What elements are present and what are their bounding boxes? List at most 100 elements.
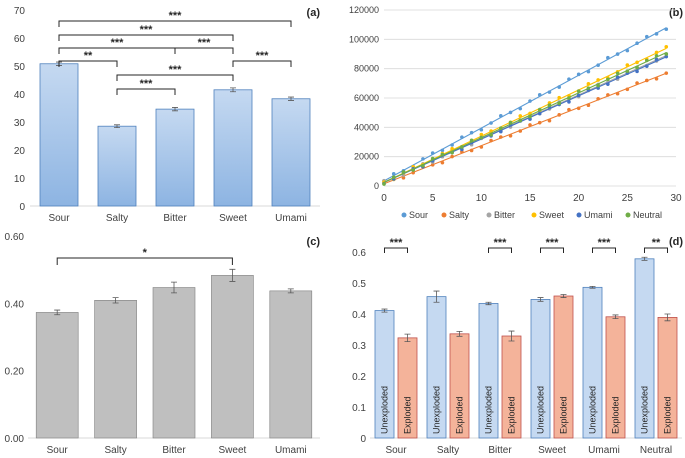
panel-b-point-sour bbox=[586, 69, 591, 74]
panel-d-error-bar bbox=[589, 286, 596, 289]
panel-b-point-salty bbox=[518, 129, 523, 133]
panel-b-point-umami bbox=[635, 69, 639, 74]
panel-b-point-umami bbox=[664, 54, 669, 59]
panel-b-point-sour bbox=[479, 127, 484, 132]
panel-b-point-neutral bbox=[645, 58, 649, 63]
panel-a-y-tick-label: 30 bbox=[14, 118, 26, 129]
panel-b-point-neutral bbox=[479, 135, 484, 140]
panel-c-error-bar bbox=[287, 288, 294, 294]
panel-d-significance-label: *** bbox=[494, 237, 508, 249]
panel-b-point-sweet bbox=[489, 129, 493, 133]
panel-b-point-umami bbox=[615, 75, 620, 80]
panel-c-error-bar bbox=[112, 297, 119, 304]
panel-b-point-neutral bbox=[586, 86, 591, 90]
panel-c-significance-bracket bbox=[56, 257, 233, 265]
panel-d-y-tick-label: 0.6 bbox=[352, 248, 366, 259]
panel-b-point-neutral bbox=[557, 101, 561, 106]
panel-d-significance-bracket bbox=[488, 247, 512, 253]
panel-b-point-salty bbox=[401, 176, 406, 180]
panel-a-significance-bracket bbox=[58, 20, 292, 27]
panel-d-grouped-bar-chart: (d) 0 0.1 0.2 0.3 0.4 0.5 0.6 Unexploded Explode… bbox=[352, 236, 683, 456]
panel-c-bar-chart: (c) 0.00 0.20 0.40 0.60 Sour Salty Bitter Sweet… bbox=[5, 232, 321, 456]
panel-a-significance-label: *** bbox=[140, 78, 154, 90]
panel-b-point-sour bbox=[440, 148, 445, 153]
panel-a-y-tick-label: 10 bbox=[14, 174, 26, 185]
panel-b-point-sour bbox=[391, 172, 396, 176]
panel-d-significance-label: ** bbox=[652, 237, 661, 249]
panel-b-trendline-sour bbox=[383, 27, 667, 182]
panel-b-point-neutral bbox=[499, 126, 503, 130]
panel-b-point-neutral bbox=[421, 163, 425, 168]
panel-b-legend-marker bbox=[441, 212, 447, 218]
panel-d-error-bar bbox=[433, 290, 440, 303]
panel-a-significance-label: *** bbox=[111, 37, 125, 49]
panel-a-significance-label: ** bbox=[84, 50, 93, 62]
panel-a-significance-label: *** bbox=[198, 37, 212, 49]
panel-b-legend-label: Bitter bbox=[494, 210, 515, 220]
panel-d-category-label: Salty bbox=[437, 445, 459, 456]
panel-b-x-tick-label: 15 bbox=[524, 193, 536, 204]
panel-d-error-bar bbox=[404, 333, 411, 342]
panel-c-label: (c) bbox=[307, 236, 321, 248]
panel-d-y-tick-label: 0 bbox=[360, 434, 366, 445]
panel-a-label: (a) bbox=[307, 7, 321, 19]
panel-b-x-tick-label: 30 bbox=[670, 193, 682, 204]
panel-c-category-label: Salty bbox=[104, 445, 126, 456]
panel-b-point-sour bbox=[430, 151, 435, 155]
panel-b-point-neutral bbox=[664, 52, 669, 56]
panel-b-point-umami bbox=[645, 64, 649, 68]
panel-a-error-bar bbox=[288, 96, 294, 101]
panel-b-point-sour bbox=[576, 72, 581, 77]
panel-b-x-tick-label: 10 bbox=[476, 193, 488, 204]
panel-d-bar-series-label: Exploded bbox=[455, 396, 465, 434]
panel-b-point-salty bbox=[528, 123, 532, 127]
panel-b-legend-marker bbox=[401, 212, 407, 218]
panel-b-point-salty bbox=[430, 163, 435, 167]
panel-a-significance-label: *** bbox=[169, 64, 183, 76]
panel-a-significance-label: *** bbox=[256, 50, 270, 62]
panel-a-significance-bracket bbox=[116, 88, 176, 95]
panel-b-point-neutral bbox=[489, 133, 493, 137]
panel-b-y-tick-label: 20000 bbox=[354, 152, 379, 162]
panel-d-bar-series-label: Exploded bbox=[611, 396, 621, 434]
panel-b-point-neutral bbox=[635, 65, 639, 70]
panel-a-bar-chart: (a) 0 10 20 30 40 50 60 70 Sour Salty Bitter Sweet U… bbox=[14, 6, 320, 224]
panel-b-point-neutral bbox=[508, 120, 513, 125]
panel-c-bar bbox=[35, 312, 79, 439]
panel-b-point-sour bbox=[615, 52, 620, 56]
panel-b-point-neutral bbox=[430, 156, 435, 161]
panel-c-y-tick-label: 0.40 bbox=[5, 299, 25, 310]
panel-b-x-tick-label: 5 bbox=[430, 193, 436, 204]
panel-a-category-label: Sweet bbox=[219, 213, 247, 224]
panel-c-error-bar bbox=[229, 268, 236, 282]
panel-b-point-salty bbox=[596, 96, 600, 101]
panel-a-error-bar bbox=[230, 87, 236, 93]
panel-d-error-bar bbox=[612, 314, 619, 320]
panel-b-point-salty bbox=[411, 170, 416, 175]
panel-b-point-salty bbox=[489, 138, 493, 143]
panel-b-point-sweet bbox=[625, 63, 630, 67]
panel-b-point-neutral bbox=[401, 170, 406, 174]
panel-d-bar-series-label: Exploded bbox=[663, 396, 673, 434]
panel-a-category-label: Umami bbox=[275, 213, 307, 224]
panel-c-bar bbox=[211, 275, 254, 439]
panel-b-legend-label: Sweet bbox=[539, 210, 565, 220]
panel-b-point-umami bbox=[567, 100, 571, 104]
panel-b-legend-label: Neutral bbox=[633, 210, 662, 220]
panel-d-y-tick-label: 0.4 bbox=[352, 310, 366, 321]
panel-b-point-neutral bbox=[518, 118, 523, 123]
panel-b-point-neutral bbox=[615, 71, 620, 76]
panel-a-category-label: Sour bbox=[48, 213, 70, 224]
panel-b-point-umami bbox=[537, 111, 542, 116]
panel-b-point-umami bbox=[499, 129, 503, 134]
panel-b-point-sour bbox=[567, 77, 571, 81]
panel-d-category-label: Umami bbox=[588, 445, 620, 456]
panel-b-point-salty bbox=[664, 71, 669, 75]
panel-d-error-bar bbox=[537, 297, 544, 302]
panel-c-category-label: Sour bbox=[47, 445, 69, 456]
panel-d-error-bar bbox=[641, 256, 648, 261]
panel-d-y-tick-label: 0.1 bbox=[352, 403, 366, 414]
panel-a-y-tick-label: 60 bbox=[14, 34, 26, 45]
panel-a-significance-bracket bbox=[232, 60, 292, 67]
